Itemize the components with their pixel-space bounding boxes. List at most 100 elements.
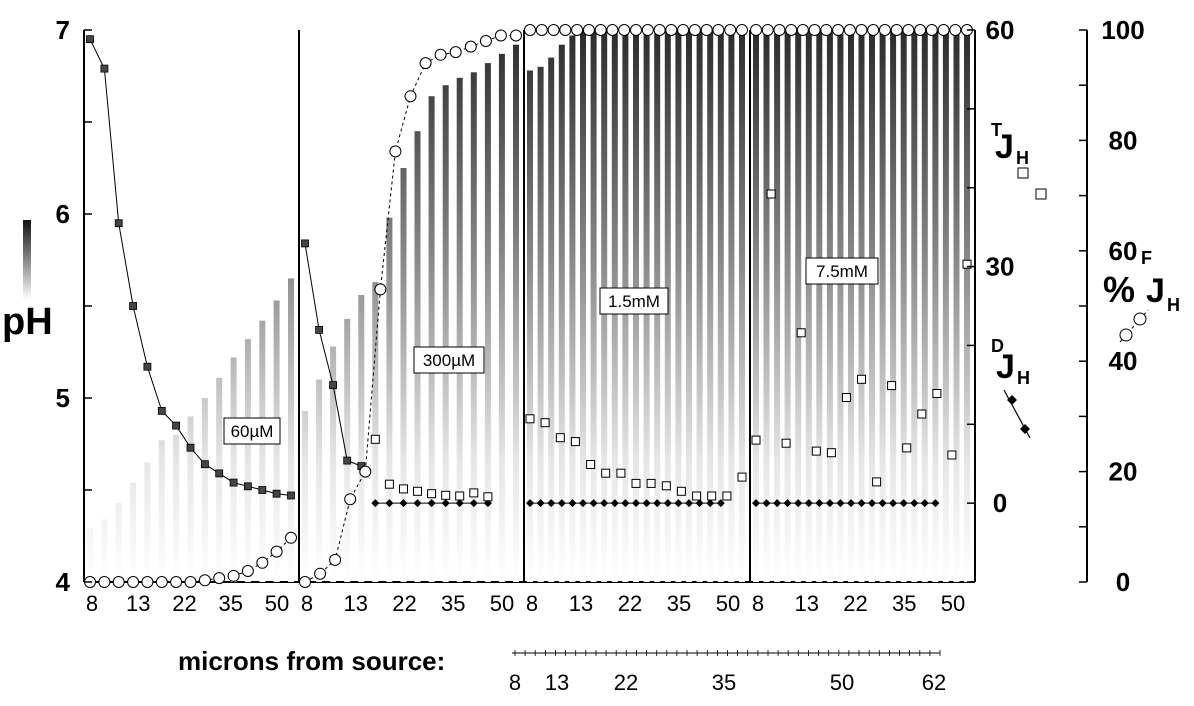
ph-curve-marker xyxy=(172,421,181,430)
tjh-marker xyxy=(692,491,702,501)
tjh-marker xyxy=(751,435,761,445)
fjh-marker xyxy=(329,553,342,566)
ph-bar xyxy=(774,30,781,582)
tjh-marker xyxy=(796,328,806,338)
fjh-marker xyxy=(524,24,536,36)
x-tick-label: 8 xyxy=(301,591,313,616)
ph-bar xyxy=(302,410,308,582)
ph-bar xyxy=(144,462,151,582)
x-tick-label: 13 xyxy=(795,591,819,616)
ph-bar xyxy=(942,30,949,582)
scale-bar: 8 13 22 35 50 62 xyxy=(509,650,946,695)
fjh-marker xyxy=(127,576,140,588)
fjh-marker xyxy=(285,531,297,544)
fjh-marker xyxy=(773,24,786,36)
ph-bar xyxy=(728,30,735,582)
ph-bar xyxy=(173,434,180,582)
ph-bar xyxy=(932,30,939,582)
fjh-marker xyxy=(535,24,548,36)
tjh-marker xyxy=(413,486,422,496)
ph-axis-title: pH xyxy=(2,220,53,343)
fjh-marker xyxy=(855,24,868,36)
fjh-marker xyxy=(559,24,572,36)
ph-curve-marker xyxy=(243,482,252,491)
ph-bar xyxy=(858,30,865,582)
fjh-marker xyxy=(241,565,254,577)
x-tick-label: 35 xyxy=(441,591,465,616)
j-tick-label: 30 xyxy=(986,252,1015,282)
ph-bar xyxy=(675,30,682,582)
ph-bar xyxy=(101,519,108,582)
x-tick-label: 22 xyxy=(618,591,642,616)
fjh-marker xyxy=(571,24,584,36)
djh-marker xyxy=(469,499,478,508)
ph-tick-label: 4 xyxy=(56,567,71,597)
tjh-marker xyxy=(781,438,791,448)
ph-bar xyxy=(527,70,533,582)
panel-label-300uM: 300µM xyxy=(423,351,475,370)
x-tick-label: 8 xyxy=(86,591,98,616)
legend-fjh-sub: H xyxy=(1167,295,1180,315)
panel-label-box xyxy=(223,417,281,445)
ph-curve-marker xyxy=(229,478,238,487)
ph-bar xyxy=(739,30,745,582)
legend-tjh-sup: T xyxy=(991,120,1002,140)
panel-label-box xyxy=(599,287,669,315)
ph-bar xyxy=(717,30,724,582)
fjh-marker xyxy=(374,283,387,296)
legend-djh-diamond-marker xyxy=(1020,424,1030,434)
ph-tick-label: 6 xyxy=(56,199,70,229)
fjh-marker xyxy=(902,24,915,36)
ph-curve-marker xyxy=(315,325,324,334)
x-tick-label: 50 xyxy=(265,591,289,616)
ph-bar xyxy=(428,96,435,582)
tjh-marker xyxy=(370,434,380,444)
ph-bar xyxy=(805,30,812,582)
legend-tjh-main: J xyxy=(995,128,1014,166)
tjh-marker xyxy=(646,478,656,488)
scale-bar-label: 62 xyxy=(922,670,946,695)
percent-tick-label: 100 xyxy=(1101,15,1144,45)
djh-marker xyxy=(663,499,672,508)
tjh-marker xyxy=(483,492,493,502)
djh-marker xyxy=(752,499,760,508)
fjh-marker xyxy=(213,572,226,585)
ph-curve-marker xyxy=(200,460,209,469)
x-tick-label: 50 xyxy=(490,591,514,616)
ph-bar xyxy=(848,30,854,582)
fjh-marker xyxy=(464,40,477,53)
tjh-marker xyxy=(872,477,882,487)
tjh-marker xyxy=(441,490,451,500)
fjh-marker xyxy=(820,24,833,36)
tjh-marker xyxy=(826,448,836,458)
fjh-marker xyxy=(184,576,197,588)
fjh-marker xyxy=(832,24,845,36)
ph-bar xyxy=(456,77,463,583)
x-tick-label: 13 xyxy=(344,591,368,616)
djh-marker xyxy=(716,499,725,508)
fjh-marker xyxy=(419,57,432,70)
ph-bar xyxy=(216,377,223,582)
djh-marker xyxy=(589,499,598,508)
ph-tick-label: 7 xyxy=(56,15,70,45)
ph-bar xyxy=(201,398,208,582)
x-tick-label: 8 xyxy=(526,591,538,616)
fjh-marker xyxy=(724,24,737,36)
fjh-marker xyxy=(925,24,938,36)
fjh-marker xyxy=(155,576,168,588)
ph-bar xyxy=(400,168,407,582)
tjh-marker xyxy=(932,389,942,398)
ph-bar xyxy=(921,30,928,582)
djh-marker xyxy=(621,499,630,508)
fjh-marker xyxy=(344,493,357,506)
djh-marker xyxy=(557,499,566,508)
ph-curve-marker xyxy=(186,443,195,452)
djh-marker xyxy=(783,499,792,508)
x-axis-label: microns from source: xyxy=(178,646,445,676)
djh-marker xyxy=(455,499,464,508)
x-tick-label: 22 xyxy=(392,591,416,616)
percent-tick-label: 40 xyxy=(1109,346,1138,376)
legend-tjh-square-marker xyxy=(1017,167,1029,179)
djh-marker xyxy=(600,499,609,508)
fjh-marker xyxy=(314,567,327,580)
